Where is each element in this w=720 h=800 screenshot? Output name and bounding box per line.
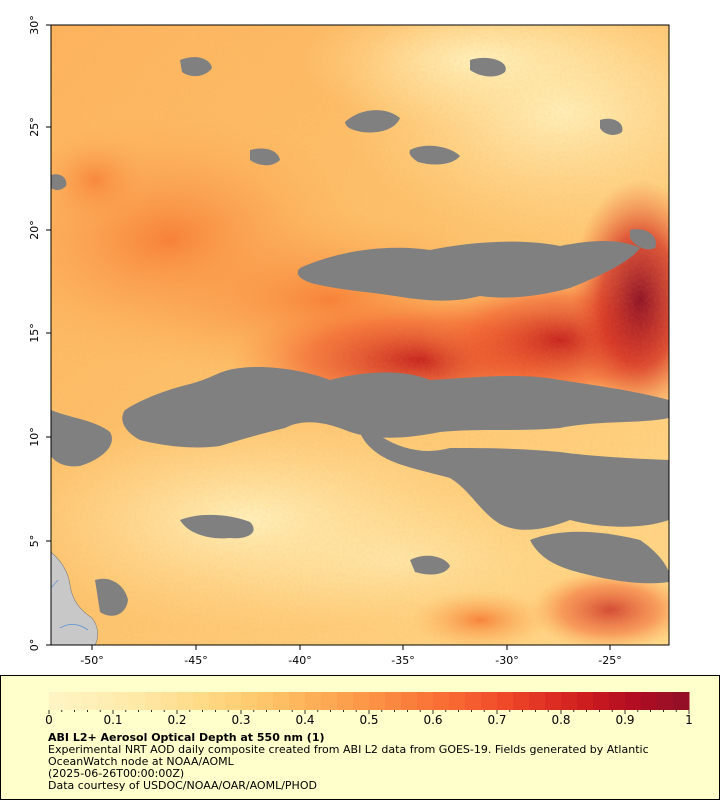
colorbar-cell [561, 692, 578, 710]
colorbar-cell [81, 692, 98, 710]
colorbar-cell [193, 692, 210, 710]
colorbar-cell [321, 692, 338, 710]
axis-ticks [46, 24, 611, 650]
lon-tick-label: -30° [495, 654, 518, 667]
colorbar-cell [401, 692, 418, 710]
colorbar-cell [625, 692, 642, 710]
colorbar-cell [353, 692, 370, 710]
lon-tick-label: -25° [598, 654, 621, 667]
colorbar-cell [257, 692, 274, 710]
no-data-regions [51, 57, 669, 616]
colorbar-cell [145, 692, 162, 710]
colorbar-label: 0 [45, 713, 53, 727]
colorbar-label: 0.9 [615, 713, 634, 727]
colorbar-cell [49, 692, 66, 710]
colorbar-cell [65, 692, 82, 710]
colorbar-cell [657, 692, 674, 710]
colorbar-cell [129, 692, 146, 710]
colorbar-cell [417, 692, 434, 710]
colorbar-labels: 0 0.1 0.2 0.3 0.4 0.5 0.6 0.7 0.8 0.9 1 [45, 713, 693, 727]
map-panel: -50° -45° -40° -35° -30° -25° 0° 5° 10° 15° 20° 25°… [28, 15, 670, 667]
lat-tick-label: 20° [28, 220, 41, 240]
colorbar-ticks [48, 710, 690, 714]
lon-tick-label: -50° [80, 654, 103, 667]
colorbar-cells [49, 692, 690, 710]
colorbar-cell [449, 692, 466, 710]
colorbar-cell [177, 692, 194, 710]
colorbar-cell [225, 692, 242, 710]
colorbar-cell [289, 692, 306, 710]
lat-tick-label: 30° [28, 15, 41, 35]
caption-title: ABI L2+ Aerosol Optical Depth at 550 nm … [48, 731, 325, 744]
colorbar-cell [577, 692, 594, 710]
colorbar-cell [385, 692, 402, 710]
colorbar-cell [305, 692, 322, 710]
aod-map: -50° -45° -40° -35° -30° -25° 0° 5° 10° 15° 20° 25°… [28, 15, 670, 667]
caption-credit: Data courtesy of USDOC/NOAA/OAR/AOML/PHO… [48, 779, 317, 792]
colorbar-cell [241, 692, 258, 710]
caption-description: Experimental NRT AOD daily composite cre… [48, 743, 649, 768]
lat-tick-label: 10° [28, 427, 41, 447]
lon-tick-label: -45° [184, 654, 207, 667]
colorbar-cell [529, 692, 546, 710]
colorbar-cell [513, 692, 530, 710]
caption-date: (2025-06-26T00:00:00Z) [48, 767, 185, 780]
colorbar-label: 0.8 [551, 713, 570, 727]
colorbar-cell [97, 692, 114, 710]
colorbar-cell [369, 692, 386, 710]
axis-tick-labels: -50° -45° -40° -35° -30° -25° 0° 5° 10° 15° 20° 25°… [28, 15, 622, 667]
lat-tick-label: 0° [28, 639, 41, 652]
colorbar-cell [113, 692, 130, 710]
lat-tick-label: 5° [28, 535, 41, 548]
lon-tick-label: -35° [391, 654, 414, 667]
lat-tick-label: 15° [28, 323, 41, 343]
colorbar-cell [497, 692, 514, 710]
lat-tick-label: 25° [28, 117, 41, 137]
colorbar-cell [273, 692, 290, 710]
map-frame [50, 24, 670, 646]
colorbar: 0 0.1 0.2 0.3 0.4 0.5 0.6 0.7 0.8 0.9 1 [45, 692, 693, 727]
caption: ABI L2+ Aerosol Optical Depth at 550 nm … [48, 732, 708, 792]
colorbar-cell [641, 692, 658, 710]
colorbar-label: 0.5 [359, 713, 378, 727]
colorbar-cell [545, 692, 562, 710]
colorbar-label: 0.6 [423, 713, 442, 727]
colorbar-cell [465, 692, 482, 710]
colorbar-label: 0.7 [487, 713, 506, 727]
colorbar-cell [337, 692, 354, 710]
legend-panel: 0 0.1 0.2 0.3 0.4 0.5 0.6 0.7 0.8 0.9 1 ABI L2+ Ae… [0, 675, 720, 800]
colorbar-cell [433, 692, 450, 710]
colorbar-cell [593, 692, 610, 710]
colorbar-cell [673, 692, 690, 710]
lon-tick-label: -40° [288, 654, 311, 667]
land-region [51, 551, 98, 645]
colorbar-cell [209, 692, 226, 710]
colorbar-label: 1 [685, 713, 693, 727]
colorbar-label: 0.1 [103, 713, 122, 727]
colorbar-label: 0.2 [167, 713, 186, 727]
colorbar-cell [481, 692, 498, 710]
map-field [51, 25, 669, 645]
colorbar-label: 0.4 [295, 713, 314, 727]
colorbar-cell [161, 692, 178, 710]
colorbar-label: 0.3 [231, 713, 250, 727]
colorbar-cell [609, 692, 626, 710]
